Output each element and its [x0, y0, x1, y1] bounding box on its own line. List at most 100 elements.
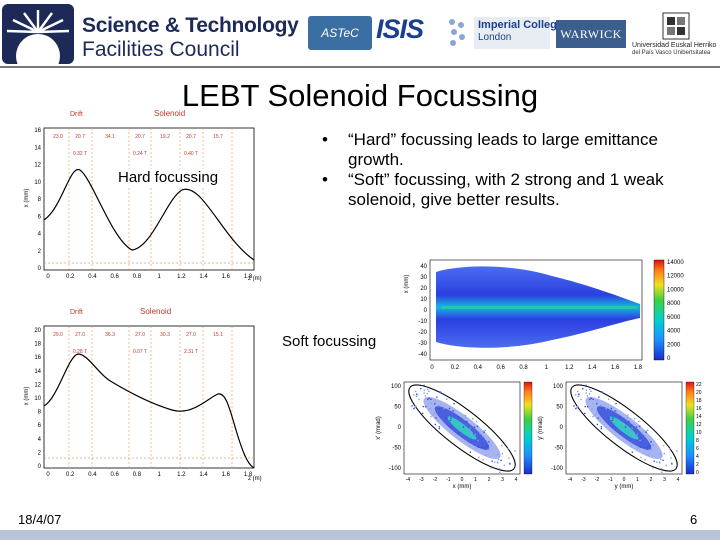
slide-title: LEBT Solenoid Focussing [181, 78, 539, 113]
soft-ylabel: x (mm) [24, 387, 30, 406]
soft-ytick-label: 6 [38, 423, 42, 429]
hard-xtick-label: 1.2 [177, 274, 186, 280]
hard-ytick-label: 16 [34, 128, 41, 134]
density-ytick-label: 40 [420, 264, 427, 270]
hard-ytick-label: 8 [38, 197, 42, 203]
density-colorbar-label: 6000 [667, 315, 681, 321]
soft-segment: 15.1 [213, 332, 223, 338]
footer-bar [0, 530, 720, 540]
astec-logo: ASTeC [308, 16, 372, 50]
warwick-logo: WARWICK [556, 20, 626, 48]
phase-y-ytick-label: -100 [551, 466, 564, 472]
stfc-logo [2, 4, 74, 64]
hard-focussing-label: Hard focussing [118, 169, 219, 186]
hard-xlabel: z (m) [248, 276, 262, 282]
phase-x-xtick-label: 0 [461, 477, 464, 483]
soft-plot-frame [43, 325, 255, 469]
soft-segment: 27.0 [135, 332, 145, 338]
phase-x-distribution [408, 384, 516, 472]
density-colorbar-label: 4000 [667, 329, 681, 335]
phase-y-ytick-label: 100 [553, 384, 564, 390]
phase-y-colorbar-label: 6 [696, 446, 699, 452]
soft-drift-label: Drift [70, 309, 83, 316]
bullet-item: • “Hard” focussing leads to large emitta… [318, 130, 708, 170]
soft-xtick-label: 0.2 [66, 472, 75, 478]
phase-y-colorbar-label: 20 [696, 390, 702, 396]
soft-ytick-label: 4 [38, 437, 42, 443]
soft-ytick-label: 0 [38, 464, 42, 470]
phase-x-ytick-label: 50 [394, 405, 401, 411]
phase-y-colorbar-label: 14 [696, 414, 702, 420]
hard-field: 0.32 T [73, 151, 87, 157]
hard-xtick-label: 0.6 [110, 274, 119, 280]
density-xtick-label: 0.4 [474, 365, 483, 371]
hard-xtick-label: 0.4 [88, 274, 97, 280]
phase-y-xtick-label: 1 [636, 477, 639, 483]
hard-drift-label: Drift [70, 111, 83, 118]
hard-segment: 19.2 [160, 134, 170, 140]
hard-xtick-label: 0.8 [133, 274, 142, 280]
soft-ytick-label: 8 [38, 410, 42, 416]
phase-y-colorbar-label: 8 [696, 438, 699, 444]
phase-y-distribution [570, 384, 678, 472]
bullet-text: “Hard” focussing leads to large emittanc… [348, 130, 658, 169]
hard-ylabel: x (mm) [24, 189, 30, 208]
hard-segment: 34.1 [105, 134, 115, 140]
hard-ytick-label: 2 [38, 249, 42, 255]
soft-xtick-label: 1.4 [199, 472, 208, 478]
soft-focussing-label: Soft focussing [282, 333, 377, 350]
density-colorbar-label: 0 [667, 356, 671, 362]
hard-segment: 20.7 [135, 134, 145, 140]
hard-xtick-label: 1.6 [222, 274, 231, 280]
ehu-crest-icon [662, 12, 690, 40]
density-ytick-label: 10 [420, 297, 427, 303]
phase-space-x-plot: x' (mrad) x (mm) 100 50 0 -50 -100 -4 -3 -2 -1 0… [372, 378, 542, 490]
soft-segment: 27.0 [186, 332, 196, 338]
density-xtick-label: 1 [545, 365, 549, 371]
density-colorbar-label: 14000 [667, 260, 684, 266]
soft-focussing-plot: Drift Solenoid 29.0 27.0 36.3 27.0 30.3 … [22, 306, 262, 484]
phase-y-ytick-label: 50 [556, 405, 563, 411]
soft-xtick-label: 1.8 [244, 472, 253, 478]
page-number: 6 [690, 512, 698, 527]
hard-segment: 20.7 [75, 134, 85, 140]
phase-x-xtick-label: 1 [474, 477, 477, 483]
header-divider [0, 66, 720, 68]
phase-x-ytick-label: 100 [391, 384, 402, 390]
density-xtick-label: 0.6 [496, 365, 505, 371]
soft-segment: 30.3 [160, 332, 170, 338]
density-ytick-label: 0 [424, 308, 428, 314]
hard-ytick-label: 0 [38, 266, 42, 272]
phase-y-xtick-label: -3 [581, 477, 586, 483]
hard-focussing-plot: Drift Solenoid 23.0 20.7 34.1 20.7 19.2 … [22, 108, 262, 286]
soft-xtick-label: 0.4 [88, 472, 97, 478]
phase-y-xlabel: y (mm) [615, 484, 634, 490]
ehu-logo-line2: del País Vasco Unibertsitatea [632, 50, 711, 56]
bullet-dot: • [322, 130, 328, 149]
phase-x-ytick-label: -50 [392, 446, 401, 452]
hard-xtick-label: 0.2 [66, 274, 75, 280]
soft-ytick-label: 12 [34, 382, 41, 388]
hard-ytick-label: 6 [38, 214, 42, 220]
soft-field: 0.28 T [73, 349, 87, 355]
hard-xtick-label: 1.8 [244, 274, 253, 280]
phase-x-xtick-label: 2 [488, 477, 491, 483]
phase-y-colorbar-label: 12 [696, 422, 702, 428]
soft-field: 0.07 T [133, 349, 147, 355]
hard-xtick-label: 0 [46, 274, 50, 280]
hard-ytick-label: 14 [34, 145, 41, 151]
phase-x-xtick-label: 4 [515, 477, 518, 483]
soft-xtick-label: 0.8 [133, 472, 142, 478]
density-xtick-label: 1.4 [588, 365, 597, 371]
hard-plot-frame [43, 127, 255, 271]
phase-y-colorbar [685, 381, 695, 475]
density-ytick-label: -20 [418, 330, 427, 336]
phase-x-xlabel: x (mm) [453, 484, 472, 490]
hard-field: 0.40 T [184, 151, 198, 157]
density-xtick-label: 1.8 [634, 365, 643, 371]
phase-x-xtick-label: 3 [501, 477, 504, 483]
density-colorbar-label: 10000 [667, 287, 684, 293]
hard-ytick-label: 10 [34, 180, 41, 186]
density-ylabel: x (mm) [404, 275, 410, 294]
